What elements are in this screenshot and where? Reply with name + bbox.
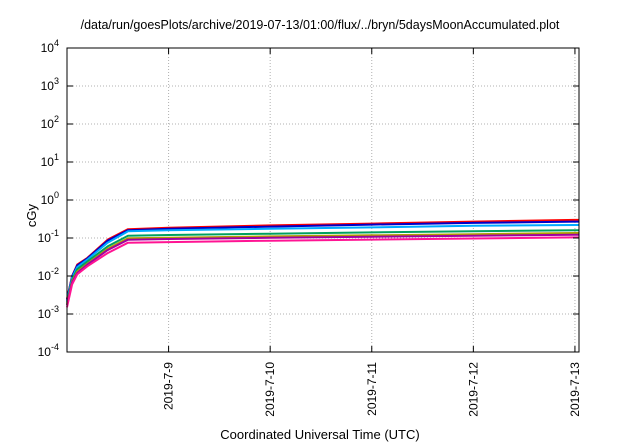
- y-tick-label: 102: [41, 114, 59, 131]
- x-tick-label: 2019-7-11: [365, 362, 379, 416]
- axis-ticks: 10-4 10-3 10-2 10-1 100 101 102 103 104 2019-7-9 2…: [38, 38, 582, 417]
- y-tick-label: 104: [41, 38, 59, 55]
- series-lines: [66, 218, 579, 308]
- y-tick-label: 103: [41, 76, 59, 93]
- series-line-4: [66, 229, 579, 303]
- y-tick-label: 100: [41, 190, 59, 207]
- x-tick-label: 2019-7-13: [568, 362, 582, 417]
- x-axis-label: Coordinated Universal Time (UTC): [220, 427, 420, 442]
- y-tick-label: 10-4: [38, 342, 59, 359]
- y-tick-label: 10-3: [38, 304, 59, 321]
- grid: [67, 48, 579, 352]
- series-line-7: [66, 236, 579, 308]
- y-tick-label: 10-1: [38, 228, 59, 245]
- series-line-5: [66, 232, 579, 305]
- x-tick-label: 2019-7-10: [263, 362, 277, 417]
- x-tick-label: 2019-7-12: [466, 362, 480, 417]
- y-tick-label: 10-2: [38, 266, 59, 283]
- series-line-6: [66, 233, 579, 306]
- x-tick-label: 2019-7-9: [162, 362, 176, 410]
- y-tick-label: 101: [41, 152, 59, 169]
- chart-title: /data/run/goesPlots/archive/2019-07-13/0…: [80, 18, 560, 32]
